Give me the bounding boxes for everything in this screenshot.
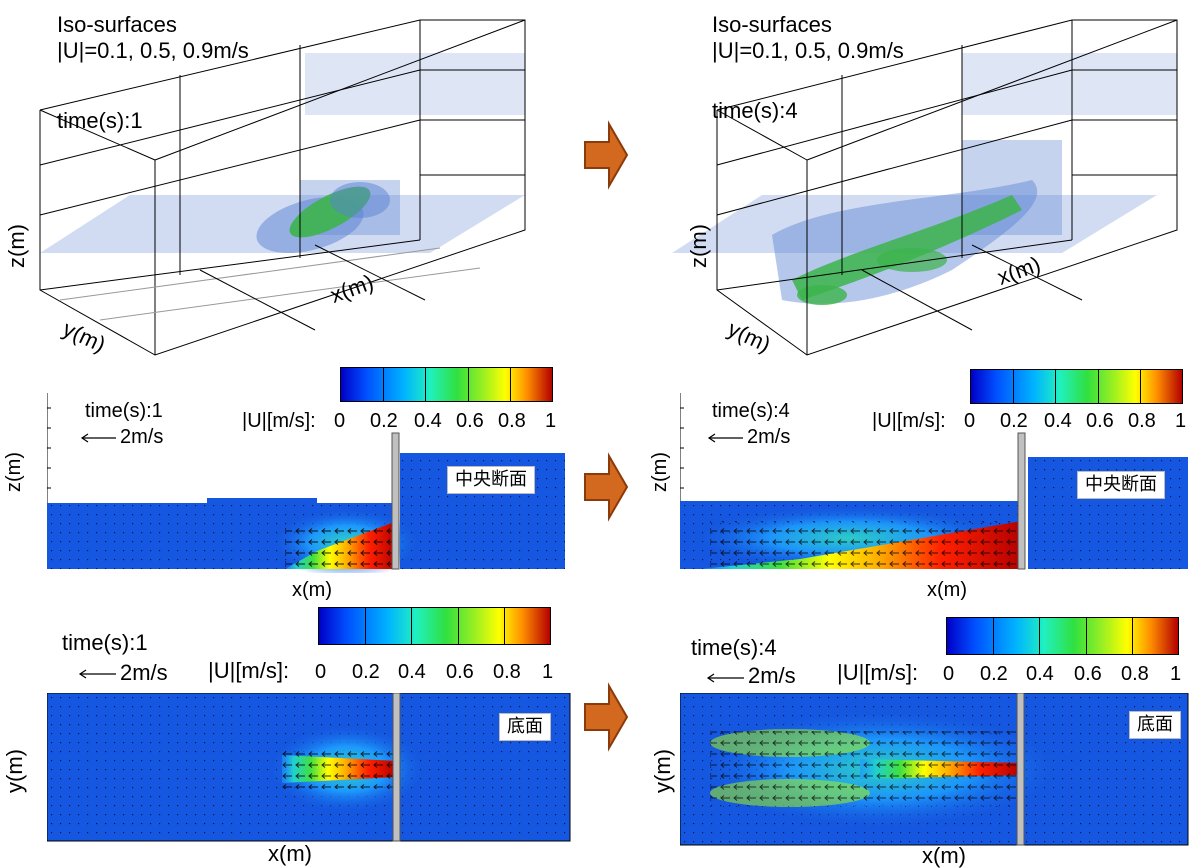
- time-label: time(s):1: [57, 108, 143, 133]
- velocity-scale-label: 2m/s: [120, 660, 168, 685]
- colorbar-tick: 0.4: [414, 410, 442, 432]
- velocity-contour-plot: [47, 393, 565, 573]
- right-arrow-icon: [584, 120, 629, 190]
- left-arrow-icon: [707, 433, 743, 443]
- iso-panel-1: Iso-surfaces |U|=0.1, 0.5, 0.9m/s time(s…: [0, 0, 560, 370]
- right-arrow-icon: [584, 452, 629, 522]
- center-section-panel-1: |U|[m/s]: 0 0.2 0.4 0.6 0.8 1 time(s):1 …: [0, 365, 580, 605]
- z-axis-label: z(m): [3, 452, 25, 492]
- colorbar: [970, 369, 1183, 404]
- colorbar-tick: 0: [315, 661, 327, 683]
- section-tag: 中央断面: [1077, 471, 1165, 499]
- x-axis-label: x(m): [292, 579, 332, 601]
- right-arrow-icon: [584, 682, 629, 752]
- iso-panel-2: Iso-surfaces |U|=0.1, 0.5, 0.9m/s time(s…: [632, 0, 1192, 370]
- time-label: time(s):4: [691, 635, 777, 660]
- colorbar-tick: 0.2: [370, 410, 398, 432]
- colorbar-tick: 1: [542, 661, 554, 683]
- colorbar: [946, 617, 1179, 655]
- colorbar-tick: 0.8: [498, 410, 526, 432]
- velocity-contour-plot: [680, 693, 1189, 846]
- section-tag: 中央断面: [447, 466, 535, 494]
- velocity-scale-label: 2m/s: [120, 426, 164, 448]
- velocity-scale-label: 2m/s: [747, 426, 791, 448]
- iso-title-line1: Iso-surfaces: [57, 12, 177, 37]
- colorbar-tick: 0.8: [1128, 410, 1156, 432]
- colorbar-label: |U|[m/s]:: [208, 658, 290, 683]
- colorbar-tick: 0: [964, 410, 976, 432]
- colorbar-tick: 0: [943, 663, 955, 685]
- iso-title-line2: |U|=0.1, 0.5, 0.9m/s: [57, 38, 249, 63]
- section-tag: 底面: [1129, 711, 1181, 739]
- colorbar-tick: 0: [334, 410, 346, 432]
- colorbar-tick: 0.4: [398, 661, 426, 683]
- iso-title-line1: Iso-surfaces: [712, 12, 832, 37]
- z-axis-label: z(m): [4, 224, 29, 268]
- bottom-section-panel-1: |U|[m/s]: 0 0.2 0.4 0.6 0.8 1 time(s):1 …: [0, 605, 580, 865]
- z-axis-label: z(m): [649, 452, 671, 492]
- colorbar-label: |U|[m/s]:: [837, 660, 919, 685]
- colorbar-tick: 0.6: [1086, 410, 1114, 432]
- left-arrow-icon: [706, 673, 744, 683]
- colorbar-tick: 1: [1170, 663, 1182, 685]
- bottom-section-panel-2: |U|[m/s]: 0 0.2 0.4 0.6 0.8 1 time(s):4 …: [632, 605, 1192, 868]
- colorbar-tick: 0.6: [446, 661, 474, 683]
- colorbar-label: |U|[m/s]:: [872, 410, 946, 432]
- colorbar: [318, 607, 551, 645]
- iso-box-plot: [39, 19, 526, 356]
- colorbar-tick: 1: [1175, 410, 1187, 432]
- x-axis-label: x(m): [922, 843, 966, 868]
- left-arrow-icon: [78, 669, 116, 679]
- y-axis-label: y(m): [650, 749, 675, 793]
- colorbar-tick: 0.4: [1044, 410, 1072, 432]
- section-tag: 底面: [499, 713, 551, 741]
- time-label: time(s):4: [712, 98, 798, 123]
- colorbar-tick: 0.2: [980, 663, 1008, 685]
- colorbar-tick: 1: [545, 410, 557, 432]
- colorbar-tick: 0.2: [1000, 410, 1028, 432]
- time-label: time(s):1: [62, 630, 148, 655]
- iso-box-plot: [672, 19, 1178, 356]
- colorbar-tick: 0.6: [456, 410, 484, 432]
- y-axis-label: y(m): [2, 749, 27, 793]
- velocity-scale-label: 2m/s: [748, 663, 796, 688]
- center-section-panel-2: |U|[m/s]: 0 0.2 0.4 0.6 0.8 1 time(s):4 …: [632, 365, 1192, 605]
- time-label: time(s):1: [85, 400, 163, 422]
- z-axis-label: z(m): [686, 224, 711, 268]
- velocity-contour-plot: [680, 393, 1188, 570]
- x-axis-label: x(m): [927, 579, 967, 601]
- colorbar: [340, 367, 553, 402]
- colorbar-label: |U|[m/s]:: [242, 410, 316, 432]
- colorbar-tick: 0.8: [1121, 663, 1149, 685]
- colorbar-tick: 0.2: [352, 661, 380, 683]
- left-arrow-icon: [80, 433, 116, 443]
- iso-title-line2: |U|=0.1, 0.5, 0.9m/s: [712, 38, 904, 63]
- x-axis-label: x(m): [268, 841, 312, 866]
- colorbar-tick: 0.4: [1026, 663, 1054, 685]
- colorbar-tick: 0.8: [493, 661, 521, 683]
- velocity-contour-plot: [47, 693, 571, 842]
- colorbar-tick: 0.6: [1074, 663, 1102, 685]
- time-label: time(s):4: [712, 400, 790, 422]
